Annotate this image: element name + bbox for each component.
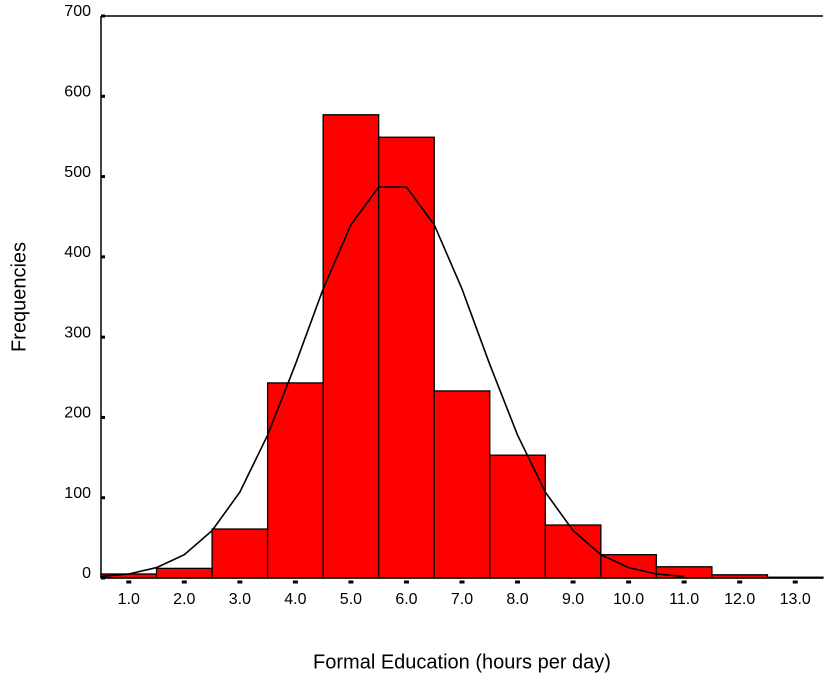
y-tick-label: 200	[64, 405, 91, 422]
x-tick-label: 9.0	[562, 591, 584, 608]
x-tick-label: 6.0	[395, 591, 417, 608]
x-tick-label: 12.0	[724, 591, 755, 608]
y-tick-label: 600	[64, 84, 91, 101]
x-tick-label: 7.0	[451, 591, 473, 608]
y-axis-label: Frequencies	[8, 242, 30, 352]
bar	[211, 528, 269, 579]
x-tick-label: 11.0	[669, 591, 699, 608]
x-tick-label: 5.0	[340, 591, 362, 608]
bar	[155, 567, 213, 579]
bar	[322, 114, 380, 579]
y-tick-label: 300	[64, 324, 91, 341]
x-tick-label: 1.0	[118, 591, 140, 608]
y-tick-label: 0	[82, 565, 91, 582]
x-tick-label: 4.0	[284, 591, 306, 608]
bar	[433, 390, 491, 579]
y-tick-label: 500	[64, 164, 91, 181]
normal-curve	[100, 186, 685, 578]
x-tick-label: 13.0	[780, 591, 811, 608]
bar	[544, 524, 602, 579]
y-tick-label: 700	[64, 3, 91, 20]
x-tick-label: 10.0	[613, 591, 644, 608]
bar	[378, 136, 435, 579]
x-tick-label: 2.0	[173, 591, 195, 608]
y-tick-label: 100	[64, 485, 91, 502]
y-tick-label: 400	[64, 244, 91, 261]
x-tick-label: 8.0	[506, 591, 528, 608]
x-axis-label: Formal Education (hours per day)	[313, 651, 611, 673]
x-tick-label: 3.0	[229, 591, 251, 608]
